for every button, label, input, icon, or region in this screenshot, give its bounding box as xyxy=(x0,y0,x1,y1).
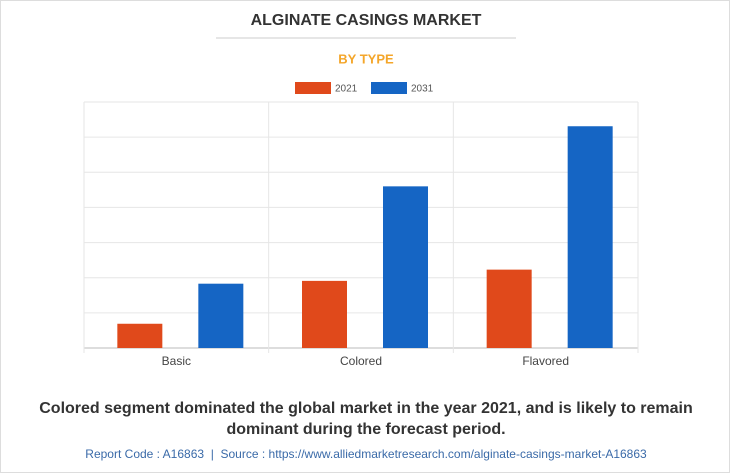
bar xyxy=(383,186,428,348)
x-tick-label: Colored xyxy=(340,354,382,368)
bar xyxy=(302,280,347,348)
legend-label: 2021 xyxy=(335,84,358,95)
legend-swatch xyxy=(371,82,407,94)
bar xyxy=(567,126,613,349)
caption: Colored segment dominated the global mar… xyxy=(39,400,693,438)
chart-subtitle: BY TYPE xyxy=(338,51,394,66)
footer: Report Code : A16863 | Source : https://… xyxy=(85,447,647,461)
x-tick-label: Flavored xyxy=(522,354,569,368)
legend-label: 2031 xyxy=(411,84,434,95)
legend-swatch xyxy=(295,82,331,94)
bar xyxy=(198,283,244,348)
chart-title: ALGINATE CASINGS MARKET xyxy=(251,12,482,29)
bar xyxy=(486,269,532,348)
bar xyxy=(117,323,163,348)
chart: ALGINATE CASINGS MARKET BY TYPE 2021 2031… xyxy=(83,12,639,368)
x-tick-label: Basic xyxy=(162,354,191,368)
